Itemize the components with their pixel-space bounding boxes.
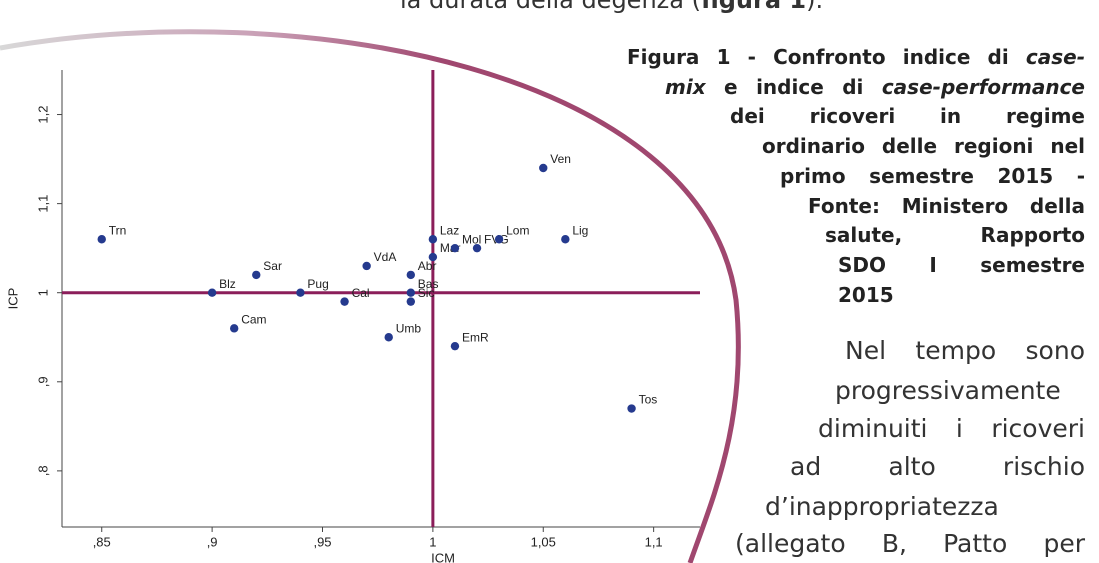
text-run: figura 1 <box>700 0 807 14</box>
data-point <box>450 341 460 351</box>
point-label: Sic <box>418 286 435 300</box>
point-label: Pug <box>307 277 328 291</box>
caption-line: 2015 <box>838 283 1085 307</box>
text-run: Figura 1 - Confronto indice di <box>627 45 1026 69</box>
data-point <box>340 297 349 306</box>
top-text: la durata della degenza (figura 1). <box>400 0 823 14</box>
body-line: progressivamente <box>835 376 1061 405</box>
caption-line: dei ricoveri in regime <box>730 104 1085 128</box>
point-label: Lig <box>572 223 588 237</box>
data-point <box>539 163 548 173</box>
x-tick-label: ,85 <box>93 534 111 549</box>
data-point <box>428 235 438 244</box>
text-run: primo semestre 2015 - <box>780 163 1085 188</box>
data-point <box>362 261 371 271</box>
x-axis-title: ICM <box>431 550 455 563</box>
point-label: Umb <box>396 321 422 335</box>
point-label: Abr <box>418 259 437 273</box>
x-tick-label: 1,05 <box>531 534 556 549</box>
data-point <box>97 235 106 244</box>
caption-line: mix e indice di case-performance <box>665 75 1085 99</box>
caption-line: ordinario delle regioni nel <box>762 134 1085 158</box>
caption-line: Fonte: Ministero della <box>808 194 1085 218</box>
point-label: Blz <box>219 277 236 291</box>
text-run: mix <box>665 74 706 99</box>
data-point <box>450 243 460 253</box>
data-point <box>561 235 570 244</box>
text-run: salute, Rapporto <box>825 223 1085 248</box>
y-axis-title: ICP <box>5 288 20 310</box>
point-label: Cal <box>352 286 370 300</box>
point-label: VdA <box>374 250 397 264</box>
data-point <box>428 252 438 262</box>
decorative-arc <box>0 29 741 563</box>
data-point <box>494 235 504 244</box>
point-label: Trn <box>109 223 127 237</box>
text-run: case-performance <box>881 74 1085 99</box>
text-run: ). <box>806 0 824 14</box>
x-tick-label: ,9 <box>207 534 218 549</box>
text-run: dei ricoveri in regime <box>730 104 1085 129</box>
data-point <box>229 324 239 333</box>
caption-line: SDO I semestre <box>838 253 1085 277</box>
point-label: EmR <box>462 330 489 344</box>
body-line: diminuiti i ricoveri <box>818 414 1085 443</box>
text-run: 2015 <box>838 282 894 307</box>
data-point <box>406 270 416 280</box>
text-run: ordinario delle regioni nel <box>762 134 1085 159</box>
body-line: ad alto rischio <box>790 452 1085 481</box>
x-tick-label: ,95 <box>313 534 331 549</box>
data-point <box>296 288 305 297</box>
y-tick-label: ,8 <box>35 465 50 476</box>
text-run: Fonte: Ministero della <box>808 193 1085 218</box>
text-run: la durata della degenza ( <box>400 0 701 14</box>
text-run: SDO I semestre <box>838 252 1085 277</box>
caption-line: primo semestre 2015 - <box>780 164 1085 188</box>
body-line: d’inappropriatezza <box>765 492 999 521</box>
data-point <box>207 288 217 297</box>
point-label: Lom <box>506 223 529 237</box>
data-point <box>406 288 416 297</box>
point-label: Laz <box>440 223 459 237</box>
body-line: Nel tempo sono <box>845 336 1085 365</box>
y-tick-label: ,9 <box>35 376 50 387</box>
x-tick-label: 1 <box>429 534 436 549</box>
data-point <box>406 297 416 306</box>
text-run: e indice di <box>705 74 882 99</box>
point-label: Ven <box>550 152 571 166</box>
data-point <box>627 404 636 413</box>
data-point <box>252 270 261 280</box>
y-tick-label: 1,1 <box>35 195 50 213</box>
data-point <box>384 333 393 342</box>
y-tick-label: 1,2 <box>35 106 50 124</box>
caption-line: salute, Rapporto <box>825 223 1085 247</box>
point-label: Cam <box>241 313 266 327</box>
point-label: Bas <box>418 277 439 291</box>
point-label: Tos <box>639 393 658 407</box>
y-tick-label: 1 <box>35 289 50 296</box>
point-label: Mol <box>462 232 481 246</box>
caption-line: Figura 1 - Confronto indice di case- <box>627 45 1085 69</box>
x-tick-label: 1,1 <box>645 534 663 549</box>
body-line: (allegato B, Patto per <box>735 529 1085 558</box>
point-label: Sar <box>263 259 282 273</box>
text-run: case- <box>1025 45 1085 69</box>
data-point <box>472 243 482 253</box>
